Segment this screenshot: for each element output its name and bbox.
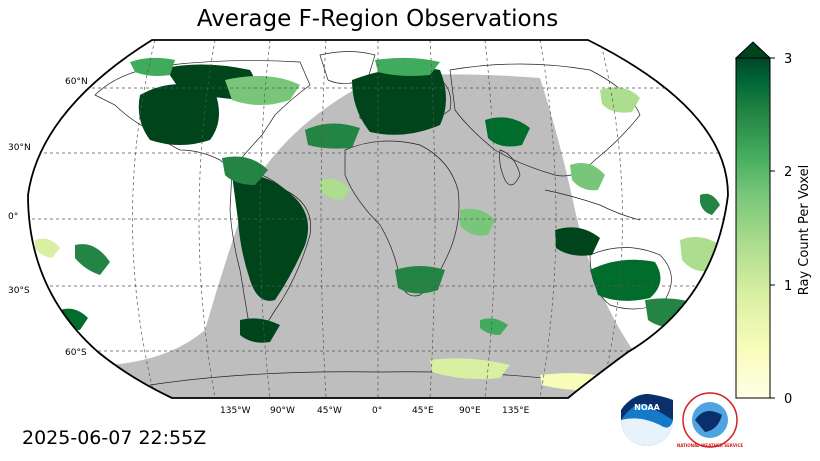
lon-label-45w: 45°W: [317, 406, 342, 416]
globe-border: [27, 39, 729, 399]
colorbar-tick-2: 2: [784, 165, 792, 180]
noaa-logo-text: NOAA: [634, 403, 660, 412]
lat-label-30s: 30°S: [8, 286, 30, 296]
map-title: Average F-Region Observations: [196, 6, 559, 32]
lon-label-0: 0°: [372, 406, 382, 416]
lon-label-45e: 45°E: [412, 406, 434, 416]
lat-label-60s: 60°S: [65, 348, 87, 358]
colorbar-extend-arrow: [734, 41, 772, 59]
nws-logo-text: NATIONAL WEATHER SERVICE: [677, 443, 744, 448]
colorbar-label: Ray Count Per Voxel: [797, 165, 812, 295]
lon-label-90w: 90°W: [270, 406, 295, 416]
colorbar-bar: [735, 57, 771, 399]
timestamp: 2025-06-07 22:55Z: [22, 427, 207, 449]
lon-label-135w: 135°W: [220, 406, 251, 416]
map-globe: [28, 40, 728, 398]
lat-label-0: 0°: [8, 212, 18, 222]
lat-label-60n: 60°N: [65, 77, 88, 87]
lat-label-30n: 30°N: [8, 143, 31, 153]
lon-label-90e: 90°E: [459, 406, 481, 416]
night-region: [110, 74, 640, 398]
colorbar-tick-0: 0: [784, 392, 792, 407]
colorbar: 0 1 2 3 Ray Count Per Voxel: [734, 41, 812, 407]
graticule: [28, 40, 728, 398]
noaa-logo: NOAA: [621, 394, 673, 446]
nws-logo: NATIONAL WEATHER SERVICE: [677, 392, 744, 448]
lon-label-135e: 135°E: [502, 406, 530, 416]
colorbar-tick-1: 1: [784, 279, 792, 294]
colorbar-tick-3: 3: [784, 52, 792, 67]
